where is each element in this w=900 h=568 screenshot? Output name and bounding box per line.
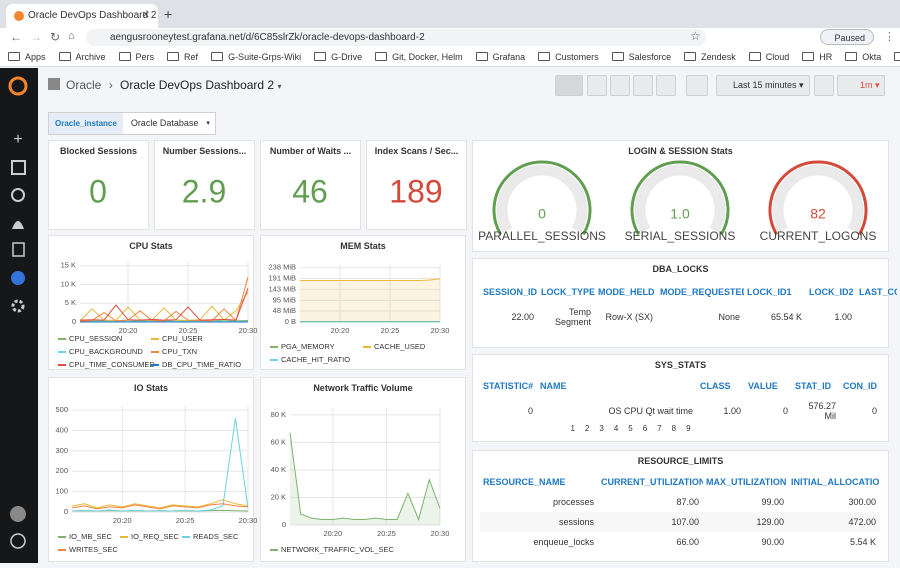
y-tick-label: 40 K	[271, 465, 286, 474]
legend-label[interactable]: IO_MB_SEC	[69, 532, 113, 541]
x-tick-label: 20:20	[113, 516, 132, 525]
x-tick-label: 20:25	[381, 326, 400, 335]
series-line	[80, 292, 248, 321]
gauge-label: SERIAL_SESSIONS	[625, 229, 736, 243]
legend-label[interactable]: READS_SEC	[193, 532, 239, 541]
y-tick-label: 10 K	[61, 279, 76, 288]
x-tick-label: 20:25	[377, 529, 396, 538]
y-tick-label: 95 MiB	[273, 295, 296, 304]
series-line	[290, 433, 440, 520]
y-tick-label: 60 K	[271, 437, 286, 446]
legend-label[interactable]: CACHE_HIT_RATIO	[281, 355, 350, 364]
legend-label[interactable]: DB_CPU_TIME_RATIO	[162, 360, 241, 369]
x-tick-label: 20:30	[239, 516, 258, 525]
series-line	[300, 279, 440, 281]
y-tick-label: 20 K	[271, 492, 286, 501]
y-tick-label: 200	[55, 466, 68, 475]
legend-label[interactable]: WRITES_SEC	[69, 545, 118, 554]
gauge-label: CURRENT_LOGONS	[760, 229, 877, 243]
gauge-label: PARALLEL_SESSIONS	[478, 229, 606, 243]
series-area	[290, 433, 440, 525]
x-tick-label: 20:30	[431, 529, 450, 538]
legend-label[interactable]: CPU_BACKGROUND	[69, 347, 143, 356]
x-tick-label: 20:25	[176, 516, 195, 525]
y-tick-label: 0	[72, 317, 76, 326]
y-tick-label: 400	[55, 425, 68, 434]
y-tick-label: 500	[55, 405, 68, 414]
y-tick-label: 238 MiB	[268, 263, 296, 272]
series-area	[300, 279, 440, 322]
y-tick-label: 0	[64, 507, 68, 516]
gauge-value: 0	[538, 206, 546, 222]
gauge-value: 82	[810, 206, 826, 222]
legend-label[interactable]: PGA_MEMORY	[281, 342, 335, 351]
stat-value: 2.9	[182, 173, 226, 209]
x-tick-label: 20:30	[239, 326, 258, 335]
x-tick-label: 20:20	[323, 529, 342, 538]
legend-label[interactable]: CPU_SESSION	[69, 334, 122, 343]
y-tick-label: 191 MiB	[268, 273, 296, 282]
series-line	[80, 288, 248, 320]
y-tick-label: 143 MiB	[268, 284, 296, 293]
stat-value: 46	[292, 173, 328, 209]
series-line	[80, 277, 248, 321]
y-tick-label: 100	[55, 487, 68, 496]
stat-value: 0	[89, 173, 107, 209]
y-tick-label: 300	[55, 446, 68, 455]
legend-label[interactable]: IO_REQ_SEC	[131, 532, 180, 541]
stat-value: 189	[389, 173, 442, 209]
y-tick-label: 5 K	[65, 298, 76, 307]
legend-label[interactable]: NETWORK_TRAFFIC_VOL_SEC	[281, 545, 395, 554]
y-tick-label: 80 K	[271, 410, 286, 419]
y-tick-label: 15 K	[61, 261, 76, 270]
x-tick-label: 20:30	[431, 326, 450, 335]
y-tick-label: 48 MiB	[273, 306, 296, 315]
legend-label[interactable]: CPU_USER	[162, 334, 203, 343]
series-line	[72, 418, 248, 511]
legend-label[interactable]: CACHE_USED	[374, 342, 426, 351]
x-tick-label: 20:20	[331, 326, 350, 335]
gauge-value: 1.0	[670, 206, 690, 222]
legend-label[interactable]: CPU_TXN	[162, 347, 197, 356]
y-tick-label: 0	[282, 520, 286, 529]
y-tick-label: 0 B	[285, 317, 296, 326]
legend-label[interactable]: CPU_TIME_CONSUMED	[69, 360, 155, 369]
